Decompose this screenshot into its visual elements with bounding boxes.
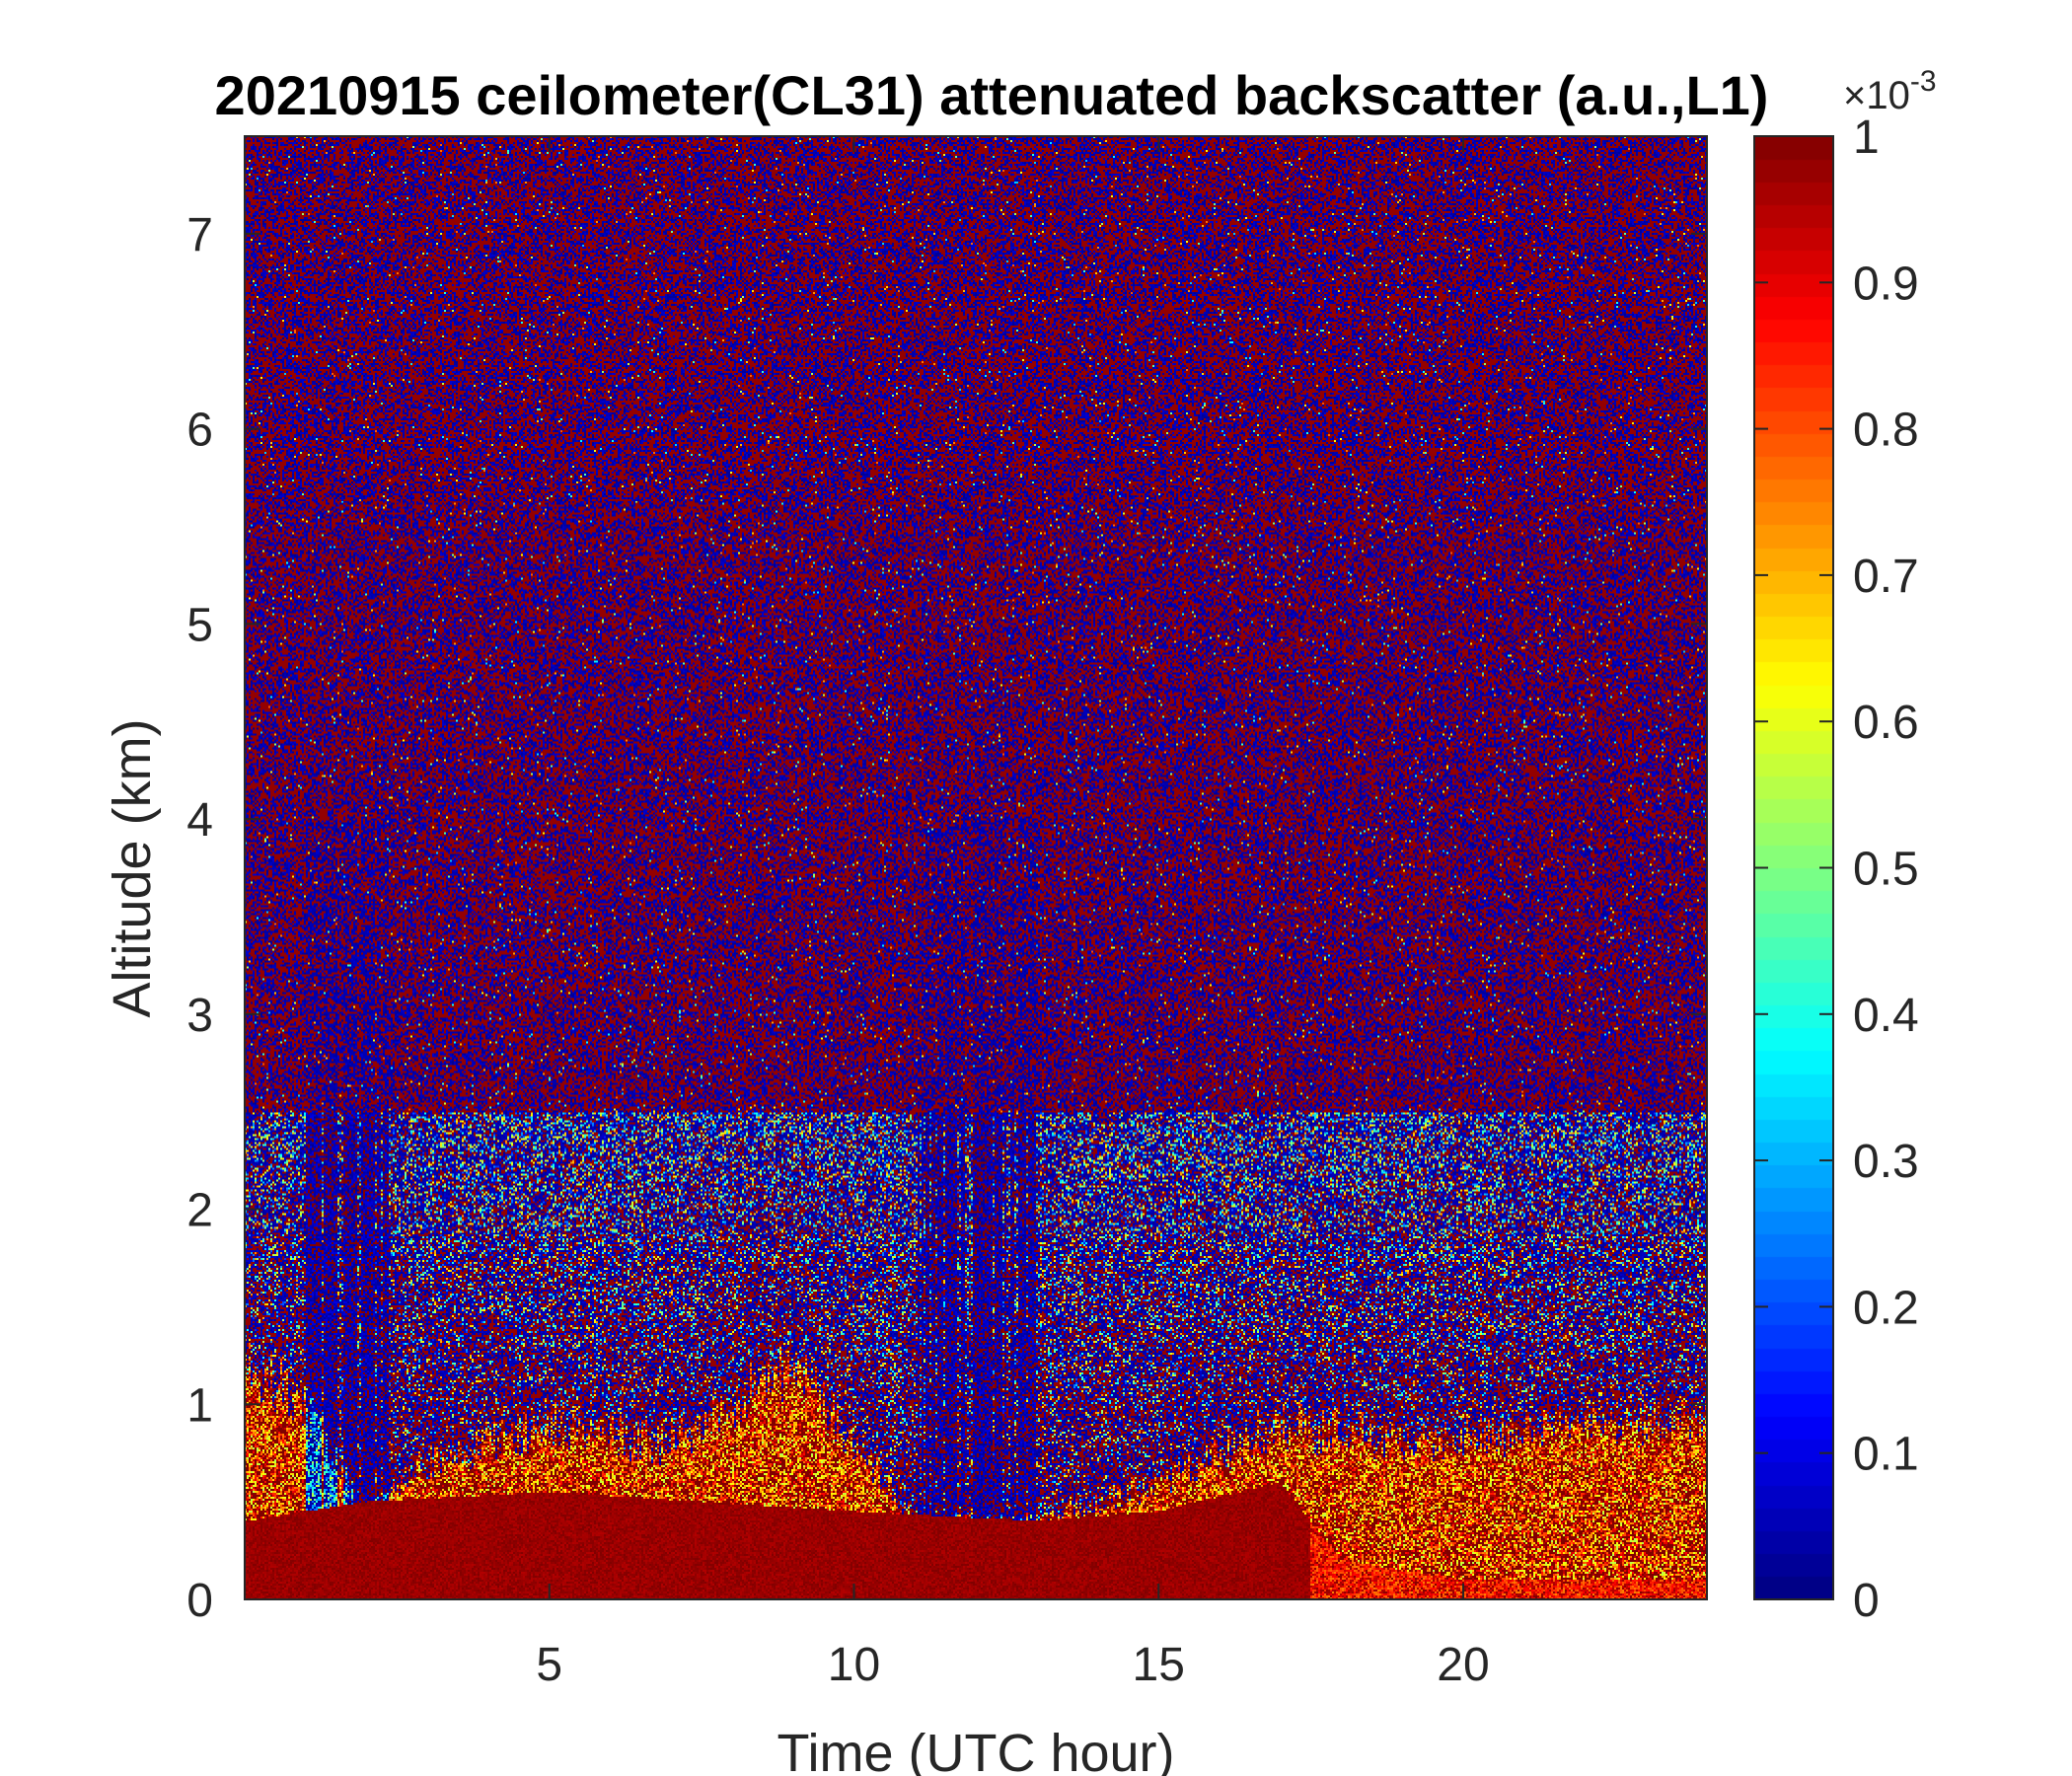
colorbar: 0 0.1 0.2 0.3 0.4 0.5 0.6 0.7 0.8 0.9 1 ×10-3 [1753,65,1937,1627]
x-tick-label: 20 [1437,1639,1489,1691]
colorbar-exponent-base: ×10 [1843,74,1910,117]
y-tick-label: 7 [186,209,213,261]
y-tick-label: 4 [186,794,213,847]
colorbar-tick-label: 0.1 [1853,1429,1919,1481]
x-tick-label: 15 [1133,1639,1185,1691]
colorbar-tick-label: 0.5 [1853,844,1919,896]
backscatter-heatmap [245,136,1707,1599]
plot-area [244,135,1708,1600]
colorbar-tick-label: 0.6 [1853,697,1919,749]
x-tick-label: 10 [828,1639,880,1691]
colorbar-tick-label: 0.8 [1853,405,1919,457]
y-axis: 0 1 2 3 4 5 6 7 [186,209,1707,1627]
colorbar-ticks: 0 0.1 0.2 0.3 0.4 0.5 0.6 0.7 0.8 0.9 1 [1754,111,1919,1627]
colorbar-tick-label: 0 [1853,1575,1880,1627]
y-axis-label: Altitude (km) [103,718,162,1017]
colorbar-tick-label: 0.7 [1853,551,1919,603]
y-tick-label: 5 [186,599,213,651]
plot-frame [244,135,1708,1600]
colorbar-tick-label: 0.9 [1853,258,1919,310]
colorbar-tick-label: 0.3 [1853,1136,1919,1188]
colorbar-tick-label: 0.4 [1853,990,1919,1042]
x-axis-label: Time (UTC hour) [777,1724,1174,1776]
y-tick-label: 3 [186,990,213,1042]
colorbar-tick-label: 0.2 [1853,1282,1919,1334]
y-tick-label: 2 [186,1185,213,1237]
x-tick-label: 5 [536,1639,562,1691]
colorbar-tick-label: 1 [1853,111,1880,164]
y-tick-label: 0 [186,1575,213,1627]
colorbar-exponent: ×10-3 [1843,65,1937,117]
y-tick-label: 1 [186,1379,213,1432]
colorbar-exponent-power: -3 [1910,65,1937,98]
x-axis: 5 10 15 20 [536,136,1490,1691]
chart-title: 20210915 ceilometer(CL31) attenuated bac… [215,64,1769,126]
y-tick-label: 6 [186,405,213,457]
